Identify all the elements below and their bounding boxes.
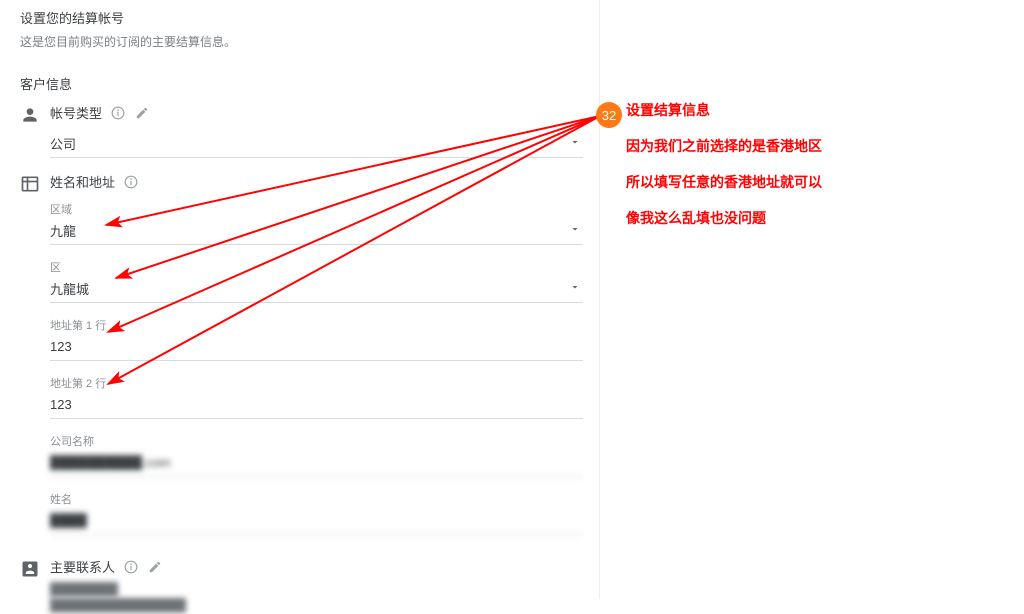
step-badge: 32 — [596, 102, 622, 128]
primary-contact-label: 主要联系人 — [50, 557, 115, 576]
name-address-label: 姓名和地址 — [50, 172, 115, 191]
person-icon — [20, 103, 50, 128]
addr1-input[interactable] — [50, 335, 583, 361]
region-select[interactable] — [50, 219, 583, 245]
addr1-label: 地址第 1 行 — [50, 317, 583, 333]
addr2-input[interactable] — [50, 393, 583, 419]
addr2-label: 地址第 2 行 — [50, 375, 583, 391]
contact-icon — [20, 557, 50, 582]
contact-line2: ████████████████ — [50, 598, 583, 612]
account-type-select[interactable] — [50, 132, 583, 158]
caret-down-icon — [569, 281, 581, 296]
info-icon[interactable] — [123, 174, 139, 190]
info-icon[interactable] — [110, 105, 126, 121]
name-input[interactable] — [50, 509, 583, 535]
district-select[interactable] — [50, 277, 583, 303]
pencil-icon[interactable] — [134, 105, 150, 121]
annotation-text: 设置结算信息 — [626, 100, 1014, 120]
section-customer-info: 客户信息 — [20, 74, 583, 93]
caret-down-icon — [569, 136, 581, 151]
caret-down-icon — [569, 223, 581, 238]
account-type-label: 帐号类型 — [50, 103, 102, 122]
info-icon[interactable] — [123, 559, 139, 575]
business-icon — [20, 172, 50, 197]
contact-line1: ████████ — [50, 582, 583, 596]
annotation-text: 所以填写任意的香港地址就可以 — [626, 172, 1014, 192]
pencil-icon[interactable] — [147, 559, 163, 575]
annotation-text: 因为我们之前选择的是香港地区 — [626, 136, 1014, 156]
page-subtitle: 这是您目前购买的订阅的主要结算信息。 — [20, 33, 583, 50]
company-label: 公司名称 — [50, 433, 583, 449]
company-input[interactable] — [50, 451, 583, 477]
region-label: 区域 — [50, 201, 583, 217]
page-title: 设置您的结算帐号 — [20, 8, 583, 27]
name-label: 姓名 — [50, 491, 583, 507]
district-label: 区 — [50, 259, 583, 275]
annotation-text: 像我这么乱填也没问题 — [626, 208, 1014, 228]
